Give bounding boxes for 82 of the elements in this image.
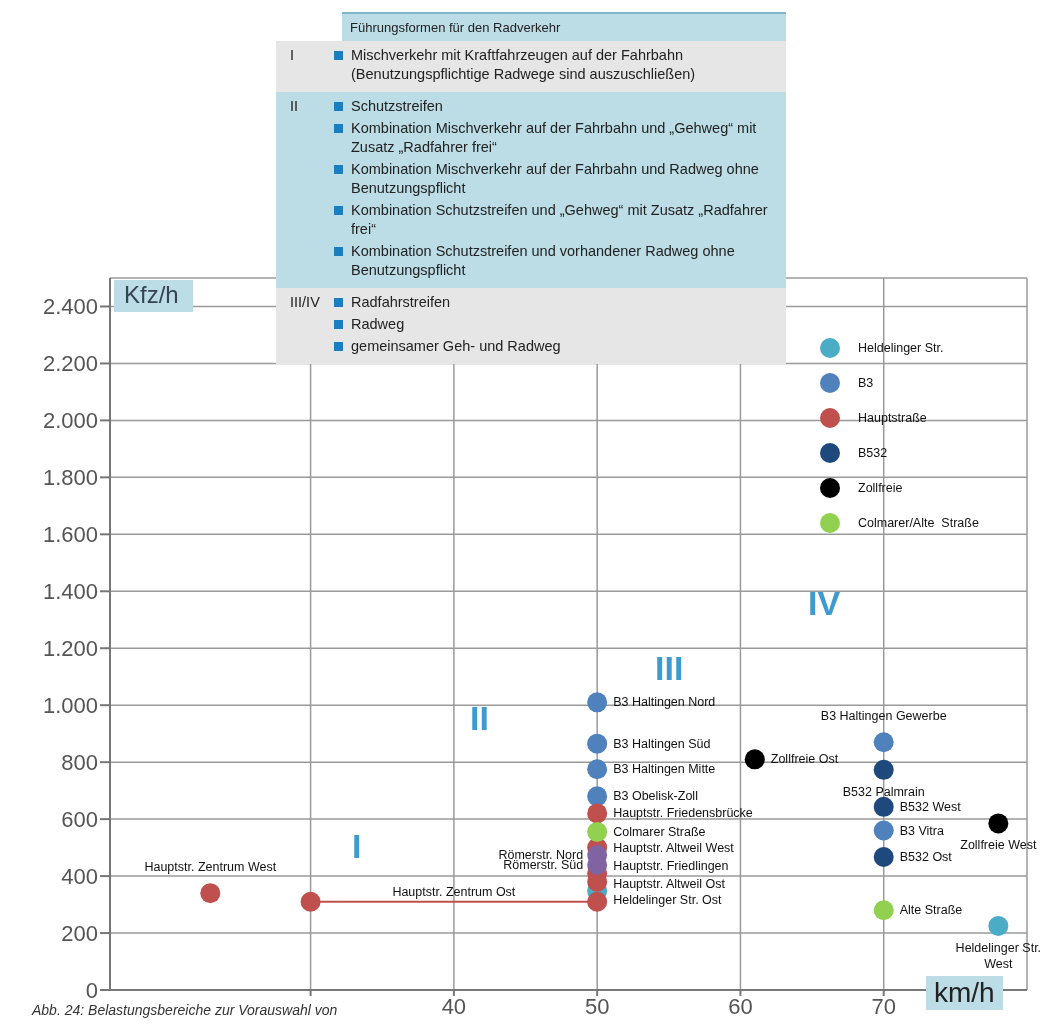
- data-label: Colmarer Straße: [613, 824, 706, 839]
- legend-label: B532: [858, 445, 888, 460]
- data-label: Hauptstr. Altweil West: [613, 840, 735, 855]
- data-label: Alte Straße: [899, 903, 963, 918]
- y-tick-label: 2.200: [42, 351, 98, 377]
- x-axis-title: km/h: [926, 976, 1003, 1010]
- text: Schutzstreifen: [351, 98, 443, 114]
- point: [300, 891, 321, 912]
- annotation: I: [352, 826, 362, 866]
- point: [200, 883, 221, 904]
- point: [587, 786, 608, 807]
- point: [873, 900, 894, 921]
- y-tick-label: 200: [61, 920, 98, 946]
- point: [873, 796, 894, 817]
- text: II: [290, 98, 299, 114]
- legend-label: B3: [858, 375, 874, 390]
- data-label: Hauptstr. Altweil Ost: [613, 876, 726, 891]
- data-label: Hauptstr. Friedlingen: [613, 859, 729, 874]
- y-tick-label: 1.000: [42, 693, 98, 719]
- data-label: B3 Obelisk-Zoll: [613, 789, 698, 804]
- point: [873, 732, 894, 753]
- data-label: B532 Palmrain: [842, 784, 925, 799]
- x-tick-label: 60: [728, 993, 753, 1019]
- y-tick-label: 1.400: [42, 579, 98, 605]
- data-label: Heldelinger Str. Ost: [613, 892, 723, 907]
- y-tick-label: 400: [61, 863, 98, 889]
- annotation: II: [470, 698, 489, 738]
- annotation: Kombination Schutzstreifen und vorhandener Radweg ohne Benutzungspflicht: [351, 242, 736, 280]
- y-tick-label: 800: [61, 749, 98, 775]
- data-label: B3 Haltingen Süd: [613, 736, 711, 751]
- caption: Abb. 24: Belastungsbereiche zur Vorauswahl von: [32, 1002, 338, 1018]
- y-tick-label: 0: [85, 977, 98, 1003]
- data-label: B3 Vitra: [899, 823, 945, 838]
- text: Kombination Mischverkehr auf der Fahrbahn und Radweg ohne Benutzungspflicht: [351, 161, 759, 196]
- data-label: B3 Haltingen Nord: [613, 695, 716, 710]
- point: [873, 847, 894, 867]
- data-label: B532 Ost: [899, 850, 953, 864]
- data-label: B532 West: [899, 799, 962, 814]
- point: [587, 692, 608, 713]
- annotation: Hauptstr. Zentrum Ost: [392, 884, 516, 899]
- x-tick-label: 50: [584, 993, 610, 1019]
- point: [587, 759, 608, 780]
- annotation: III: [655, 648, 684, 688]
- y-tick-label: 2.000: [42, 408, 98, 434]
- point: [988, 915, 1009, 936]
- x-tick-label: 40: [441, 993, 467, 1019]
- point: [587, 803, 608, 824]
- point: [873, 820, 894, 841]
- point: [988, 813, 1009, 834]
- data-label: Hauptstr. Zentrum West: [144, 860, 277, 875]
- annotation: IV: [808, 583, 841, 623]
- legend-label: Hauptstraße: [858, 410, 927, 425]
- point: [744, 749, 765, 770]
- data-label: B3 Haltingen Mitte: [613, 762, 716, 777]
- text: Kombination Schutzstreifen und „Gehweg“ mit Zusatz „Radfahrer frei“: [351, 202, 768, 237]
- data-label: Zollfreie West: [960, 838, 1037, 853]
- text: Führungsformen für den Radverkehr: [350, 20, 561, 35]
- annotation: Radweg: [351, 315, 405, 334]
- legend-label: Colmarer/Alte Straße: [858, 515, 979, 530]
- y-tick-label: 2.400: [42, 294, 98, 320]
- text: Kombination Mischverkehr auf der Fahrbahn und „Gehweg“ mit Zusatz „Radfahrer frei“: [351, 120, 757, 155]
- text: Mischverkehr mit Kraftfahrzeugen auf der Fahrbahn (Benutzungspflichtige Radwege sind auszuschließen): [351, 47, 696, 82]
- data-label: B3 Haltingen Gewerbe: [820, 709, 947, 724]
- y-axis-title: Kfz/h: [114, 280, 193, 312]
- data-label: Heldelinger Str. West: [955, 940, 1042, 971]
- y-tick-label: 1.600: [42, 522, 98, 548]
- point: [873, 759, 894, 780]
- y-tick-label: 1.200: [42, 636, 98, 662]
- x-tick-label: 70: [871, 993, 896, 1019]
- annotation: III/IV: [289, 293, 321, 312]
- y-tick-label: 600: [61, 806, 98, 832]
- text: I: [290, 47, 295, 63]
- y-tick-label: 1.800: [42, 465, 98, 491]
- legend-label: Zollfreie: [858, 480, 903, 495]
- point: [587, 891, 608, 912]
- annotation: Radfahrstreifen: [351, 293, 451, 312]
- annotation: gemeinsamer Geh- und Radweg: [351, 337, 561, 356]
- data-label: Zollfreie Ost: [770, 752, 839, 767]
- legend-label: Heldelinger Str.: [858, 340, 944, 355]
- point: [587, 733, 608, 754]
- point: [587, 821, 608, 842]
- data-label: Hauptstr. Friedensbrücke: [613, 806, 753, 821]
